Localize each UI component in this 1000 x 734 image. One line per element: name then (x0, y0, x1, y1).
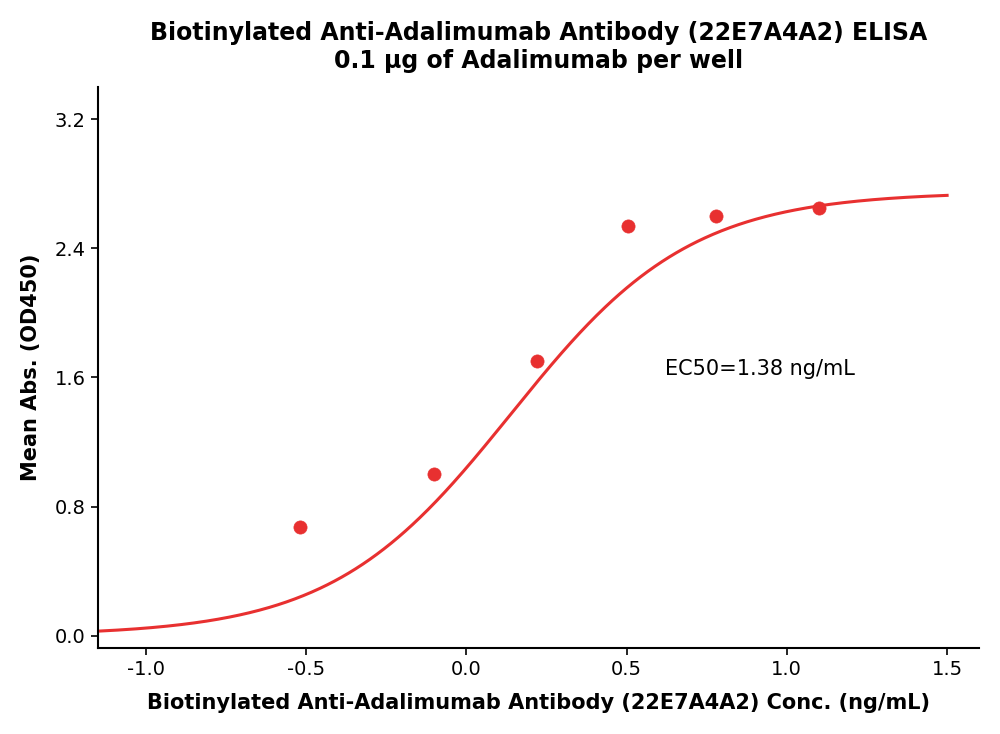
Title: Biotinylated Anti-Adalimumab Antibody (22E7A4A2) ELISA
0.1 μg of Adalimumab per : Biotinylated Anti-Adalimumab Antibody (2… (150, 21, 927, 73)
Y-axis label: Mean Abs. (OD450): Mean Abs. (OD450) (21, 254, 41, 482)
Text: EC50=1.38 ng/mL: EC50=1.38 ng/mL (665, 360, 855, 379)
Point (811, 202, 827, 214)
X-axis label: Biotinylated Anti-Adalimumab Antibody (22E7A4A2) Conc. (ng/mL): Biotinylated Anti-Adalimumab Antibody (2… (147, 693, 930, 713)
Point (708, 210, 724, 222)
Point (426, 468, 442, 480)
Point (620, 220, 636, 232)
Point (529, 355, 545, 367)
Point (292, 522, 308, 534)
